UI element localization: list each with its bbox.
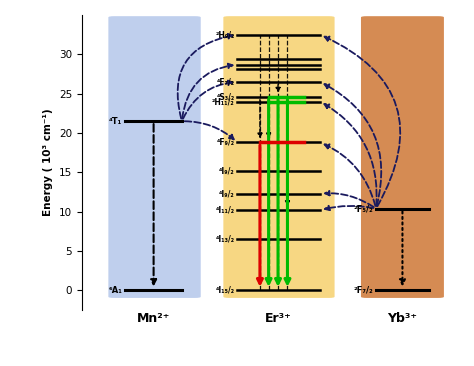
FancyBboxPatch shape	[109, 16, 201, 298]
Text: ²H₉/₂: ²H₉/₂	[215, 30, 235, 39]
Text: ⁴S₃/₂: ⁴S₃/₂	[217, 92, 235, 101]
Text: ²H₁₁/₂: ²H₁₁/₂	[212, 97, 235, 106]
Y-axis label: Energy ( 10³ cm⁻¹): Energy ( 10³ cm⁻¹)	[44, 109, 54, 216]
Text: ⁴I₁₁/₂: ⁴I₁₁/₂	[216, 206, 235, 215]
Text: ²F₅/₂: ²F₅/₂	[353, 204, 373, 213]
FancyBboxPatch shape	[223, 16, 335, 298]
Text: Mn²⁺: Mn²⁺	[137, 313, 170, 325]
Text: Er³⁺: Er³⁺	[264, 313, 292, 325]
Text: ⁶A₁: ⁶A₁	[109, 286, 122, 295]
Text: ⁴F₉/₂: ⁴F₉/₂	[217, 138, 235, 147]
Text: ⁴I₁₃/₂: ⁴I₁₃/₂	[216, 235, 235, 244]
FancyBboxPatch shape	[361, 16, 444, 298]
Text: ⁴I₁₅/₂: ⁴I₁₅/₂	[216, 286, 235, 295]
Text: ⁴I₉/₂: ⁴I₉/₂	[219, 189, 235, 198]
Text: ⁴T₁: ⁴T₁	[109, 117, 122, 126]
Text: ⁴F₇/₂: ⁴F₇/₂	[217, 77, 235, 86]
Text: Yb³⁺: Yb³⁺	[387, 313, 418, 325]
Text: ⁴I₉/₂: ⁴I₉/₂	[219, 166, 235, 175]
Text: ²F₇/₂: ²F₇/₂	[353, 286, 373, 295]
